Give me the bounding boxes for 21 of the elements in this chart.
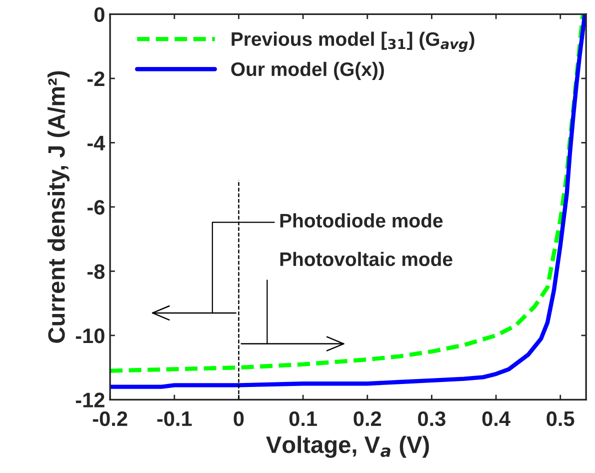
- y-tick-label: -10: [76, 328, 104, 344]
- x-axis-title: Voltage, V$_{a}$ (V): [266, 436, 429, 458]
- legend-label: Previous model [$_{31}$] (G$_{avg}$): [232, 32, 474, 52]
- y-axis-title: Current density, J (A/m²): [48, 71, 70, 343]
- y-tick-label: -6: [88, 200, 104, 215]
- x-tick-label: 0.3: [418, 411, 446, 426]
- y-tick-label: -8: [88, 264, 105, 279]
- legend-label: Our model (G(x)): [231, 62, 384, 80]
- y-tick-label: 0: [94, 7, 104, 22]
- x-tick-label: 0: [234, 411, 244, 426]
- x-tick-label: 0.2: [354, 411, 382, 426]
- annotation: Photodiode mode: [280, 213, 443, 228]
- x-tick-label: 0.4: [482, 411, 510, 426]
- y-tick-label: -4: [88, 136, 106, 150]
- x-tick-label: -0.1: [157, 411, 192, 426]
- x-tick-label: 0.1: [289, 411, 317, 426]
- y-tick-label: -12: [76, 392, 104, 408]
- x-tick-label: 0.5: [546, 411, 574, 426]
- y-tick-label: -2: [88, 71, 104, 86]
- x-tick-label: -0.2: [92, 411, 128, 426]
- annotation: Photovoltaic mode: [280, 252, 452, 266]
